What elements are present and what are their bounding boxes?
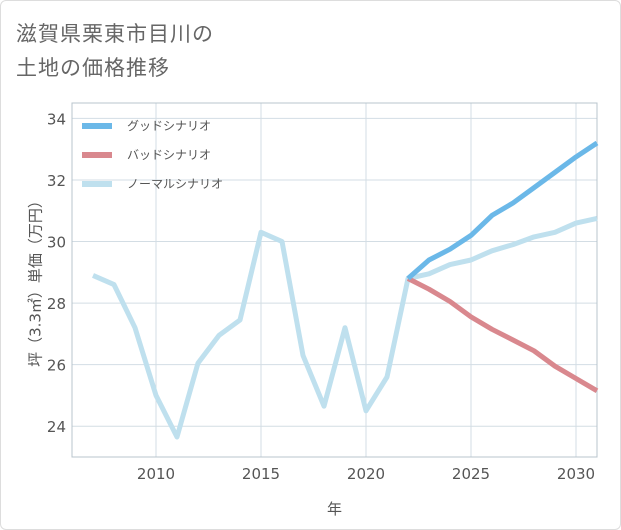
y-tick-label: 28 <box>47 295 66 313</box>
legend-label-1: バッドシナリオ <box>127 148 211 162</box>
x-axis-title: 年 <box>327 500 342 518</box>
plot-area <box>71 102 598 458</box>
series-lines <box>91 140 599 440</box>
y-tick-label: 30 <box>47 234 66 252</box>
y-tick-label: 32 <box>47 172 66 190</box>
y-axis-title: 坪（3.3㎡）単価（万円） <box>27 193 45 367</box>
x-tick-label: 2015 <box>242 465 280 483</box>
series-line-2 <box>91 215 598 440</box>
x-tick-label: 2025 <box>452 465 490 483</box>
x-tick-label: 2010 <box>137 465 175 483</box>
grid-lines <box>72 103 597 457</box>
y-tick-label: 24 <box>47 418 66 436</box>
chart-title-line-1: 滋賀県栗東市目川の <box>16 22 214 46</box>
y-tick-label: 34 <box>47 110 66 128</box>
legend-label-0: グッドシナリオ <box>127 119 211 133</box>
x-tick-label: 2030 <box>557 465 595 483</box>
chart-title: 滋賀県栗東市目川の 土地の価格推移 <box>16 17 214 85</box>
series-line-0 <box>406 140 599 281</box>
tick-labels: 24 26 28 30 32 34 2010 2015 2020 2025 2030 <box>47 110 595 483</box>
series-line-1 <box>406 276 599 393</box>
x-tick-label: 2020 <box>347 465 385 483</box>
chart-title-line-2: 土地の価格推移 <box>16 56 170 80</box>
y-tick-label: 26 <box>47 357 66 375</box>
legend-label-2: ノーマルシナリオ <box>127 177 223 191</box>
